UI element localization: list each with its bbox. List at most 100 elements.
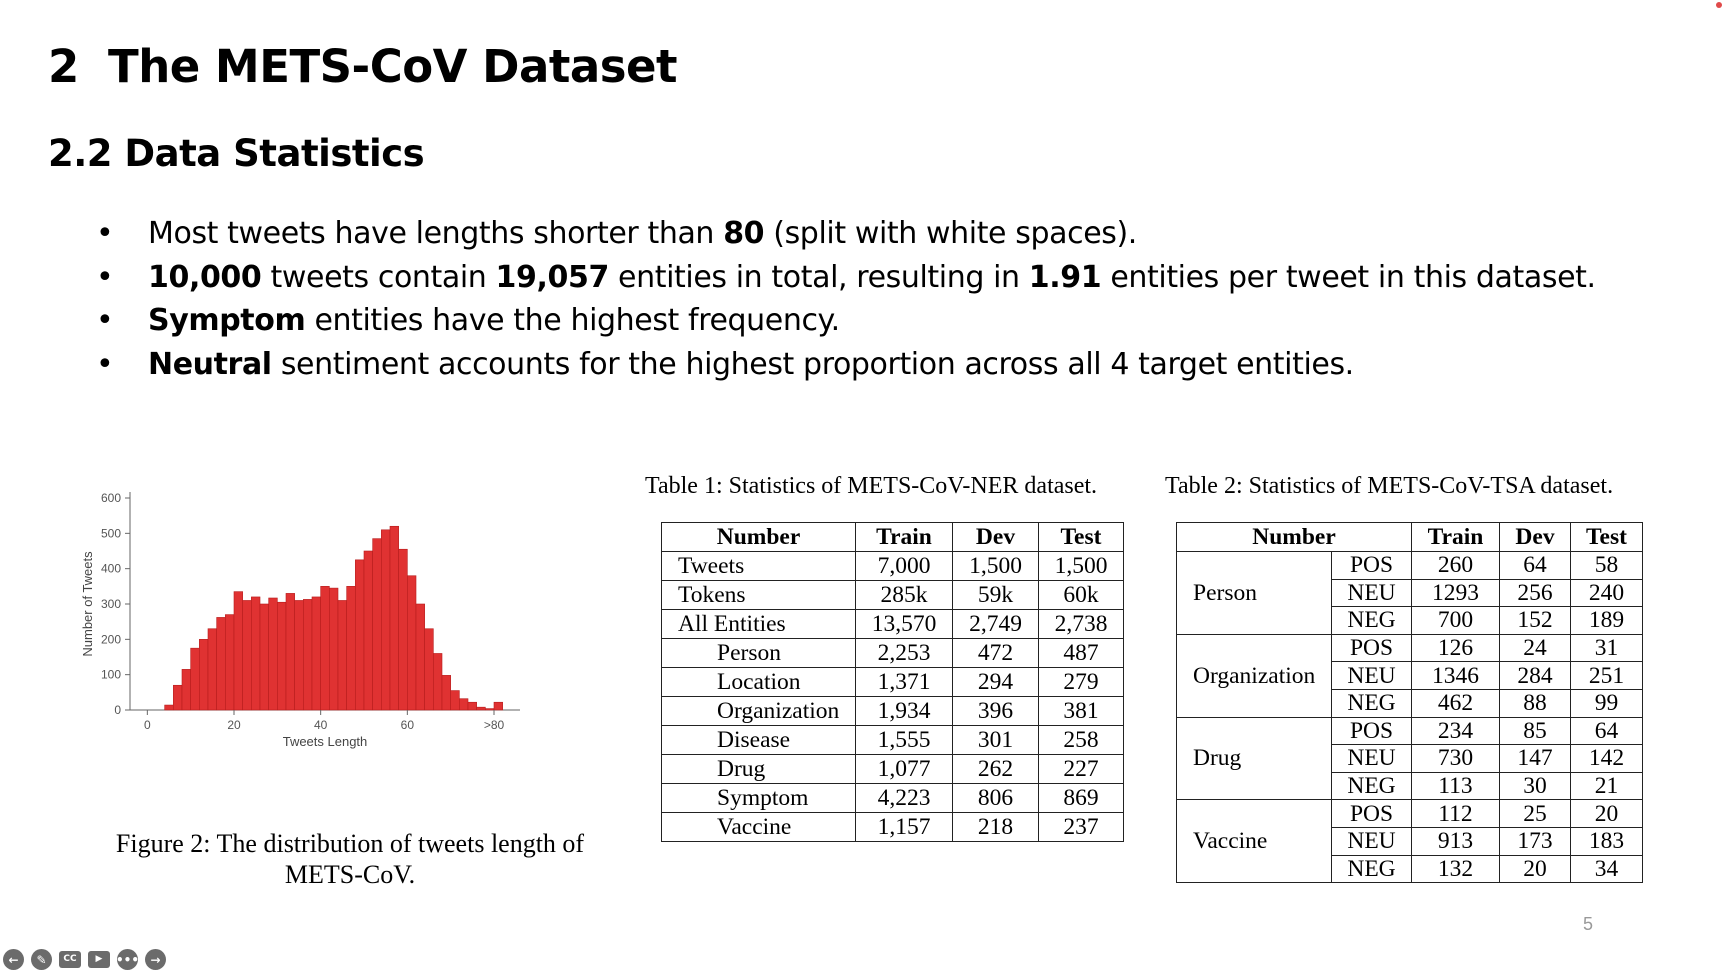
table-row: NEU 1346 284 251: [1177, 661, 1643, 690]
histogram-bar: [450, 690, 460, 711]
table-cell: 1,934: [855, 696, 953, 726]
histogram-bar: [337, 600, 347, 711]
table-row: Organization POS 126 24 31: [1176, 633, 1643, 718]
table-cell: 173: [1499, 826, 1571, 856]
table1-header-cell: Train: [855, 522, 953, 552]
table-cell: 381: [1038, 696, 1124, 726]
y-tick-label: 400: [101, 562, 121, 576]
x-tick-label: 40: [314, 718, 328, 732]
histogram-bar: [407, 575, 417, 711]
table-cell: 700: [1411, 606, 1500, 635]
camera-off-icon[interactable]: ▶: [88, 951, 110, 968]
histogram-bar: [190, 647, 200, 711]
histogram-bar: [320, 586, 330, 711]
histogram-bar: [294, 600, 304, 711]
x-tick-label: 20: [227, 718, 241, 732]
table-row: Drug POS 234 85 64: [1176, 716, 1643, 801]
table-cell: 112: [1411, 799, 1500, 828]
bullet-text: Most tweets have lengths shorter than: [148, 216, 724, 251]
table-cell: 1,555: [855, 725, 953, 755]
table-cell: 2,749: [952, 609, 1039, 639]
pen-icon[interactable]: ✎: [31, 949, 52, 970]
table-row: Organization 1,934 396 381: [661, 696, 1124, 726]
bullet-list: • Most tweets have lengths shorter than 8…: [96, 212, 1596, 386]
more-options-icon[interactable]: •••: [116, 949, 139, 970]
y-tick-label: 0: [114, 703, 121, 717]
back-arrow-icon[interactable]: ←: [3, 949, 24, 970]
histogram-bar: [199, 639, 209, 711]
table-cell: 462: [1411, 688, 1500, 718]
recording-indicator: [1716, 2, 1722, 8]
table-cell: 31: [1570, 633, 1643, 663]
x-tick-label: 0: [144, 718, 151, 732]
bullet-item: • 10,000 tweets contain 19,057 entities i…: [96, 256, 1596, 300]
ner-stats-table: Number Train Dev Test Tweets 7,000 1,500 1,500…: [661, 522, 1124, 842]
table-cell: 147: [1499, 744, 1571, 773]
table2-header-cell: Train: [1411, 522, 1500, 552]
bullet-emphasis: Symptom: [148, 303, 306, 338]
table1-caption: Table 1: Statistics of METS-CoV-NER data…: [645, 473, 1098, 499]
x-tick-label: >80: [484, 718, 505, 732]
table-row: Person 2,253 472 487: [661, 638, 1124, 668]
section-title: The METS-CoV Dataset: [108, 40, 678, 93]
table-cell: 285k: [855, 580, 953, 610]
table-cell: 251: [1570, 661, 1643, 690]
table-row: Location 1,371 294 279: [661, 667, 1124, 697]
table-cell: 913: [1411, 826, 1500, 856]
figure-caption: Figure 2: The distribution of tweets len…: [115, 829, 585, 889]
histogram-bar: [355, 559, 365, 711]
table-cell: 152: [1499, 606, 1571, 635]
table-cell: 240: [1570, 578, 1643, 608]
entity-label: Vaccine: [1176, 799, 1332, 884]
bullet-text: (split with white spaces).: [764, 216, 1137, 251]
bullet-dot: •: [96, 259, 114, 295]
table2-header-row: Number Train Dev Test: [1176, 522, 1643, 552]
table-cell: 301: [952, 725, 1039, 755]
histogram-bar: [433, 653, 443, 711]
histogram-bar: [285, 593, 295, 711]
sentiment-label: NEG: [1331, 606, 1412, 635]
table-cell: 85: [1499, 716, 1571, 746]
bullet-emphasis: 10,000: [148, 259, 262, 295]
bullet-text: sentiment accounts for the highest propo…: [271, 346, 1354, 382]
table-cell: 256: [1499, 578, 1571, 608]
histogram-bar: [303, 599, 313, 711]
histogram-bar: [181, 669, 191, 711]
bullet-text: entities per tweet in this dataset.: [1101, 259, 1596, 295]
row-label: All Entities: [661, 609, 856, 639]
table-cell: 20: [1570, 799, 1643, 828]
table-cell: 24: [1499, 633, 1571, 663]
bullet-item: • Symptom entities have the highest frequ…: [96, 299, 1596, 343]
histogram-bar: [372, 538, 382, 711]
histogram-bar: [242, 600, 252, 711]
histogram-bar: [164, 704, 174, 711]
bullet-item: • Most tweets have lengths shorter than 8…: [96, 212, 1596, 256]
bullet-item: • Neutral sentiment accounts for the high…: [96, 343, 1596, 387]
table-cell: 2,253: [855, 638, 953, 668]
table-row: Symptom 4,223 806 869: [661, 783, 1124, 813]
histogram-bar: [233, 591, 243, 711]
table-row: All Entities 13,570 2,749 2,738: [661, 609, 1124, 639]
table-cell: 60k: [1038, 580, 1124, 610]
table-cell: 218: [952, 812, 1039, 842]
histogram-bar: [476, 706, 486, 711]
y-tick-label: 200: [101, 632, 121, 646]
table-cell: 294: [952, 667, 1039, 697]
row-label: Person: [661, 638, 856, 668]
histogram-bar: [225, 614, 235, 711]
closed-captions-icon[interactable]: CC: [59, 951, 81, 968]
forward-arrow-icon[interactable]: →: [145, 949, 166, 970]
histogram-bar: [251, 596, 261, 711]
row-label: Drug: [661, 754, 856, 784]
table-row: Person POS 260 64 58: [1176, 551, 1643, 635]
histogram-bar: [467, 701, 477, 711]
table-row: Tweets 7,000 1,500 1,500: [661, 551, 1124, 581]
table-cell: 183: [1570, 826, 1643, 856]
table-cell: 806: [952, 783, 1039, 813]
histogram-bar: [493, 701, 503, 711]
histogram-bar: [424, 628, 434, 711]
row-label: Tokens: [661, 580, 856, 610]
table-row: Tokens 285k 59k 60k: [661, 580, 1124, 610]
table-cell: 1,157: [855, 812, 953, 842]
table-cell: 1346: [1411, 661, 1500, 690]
